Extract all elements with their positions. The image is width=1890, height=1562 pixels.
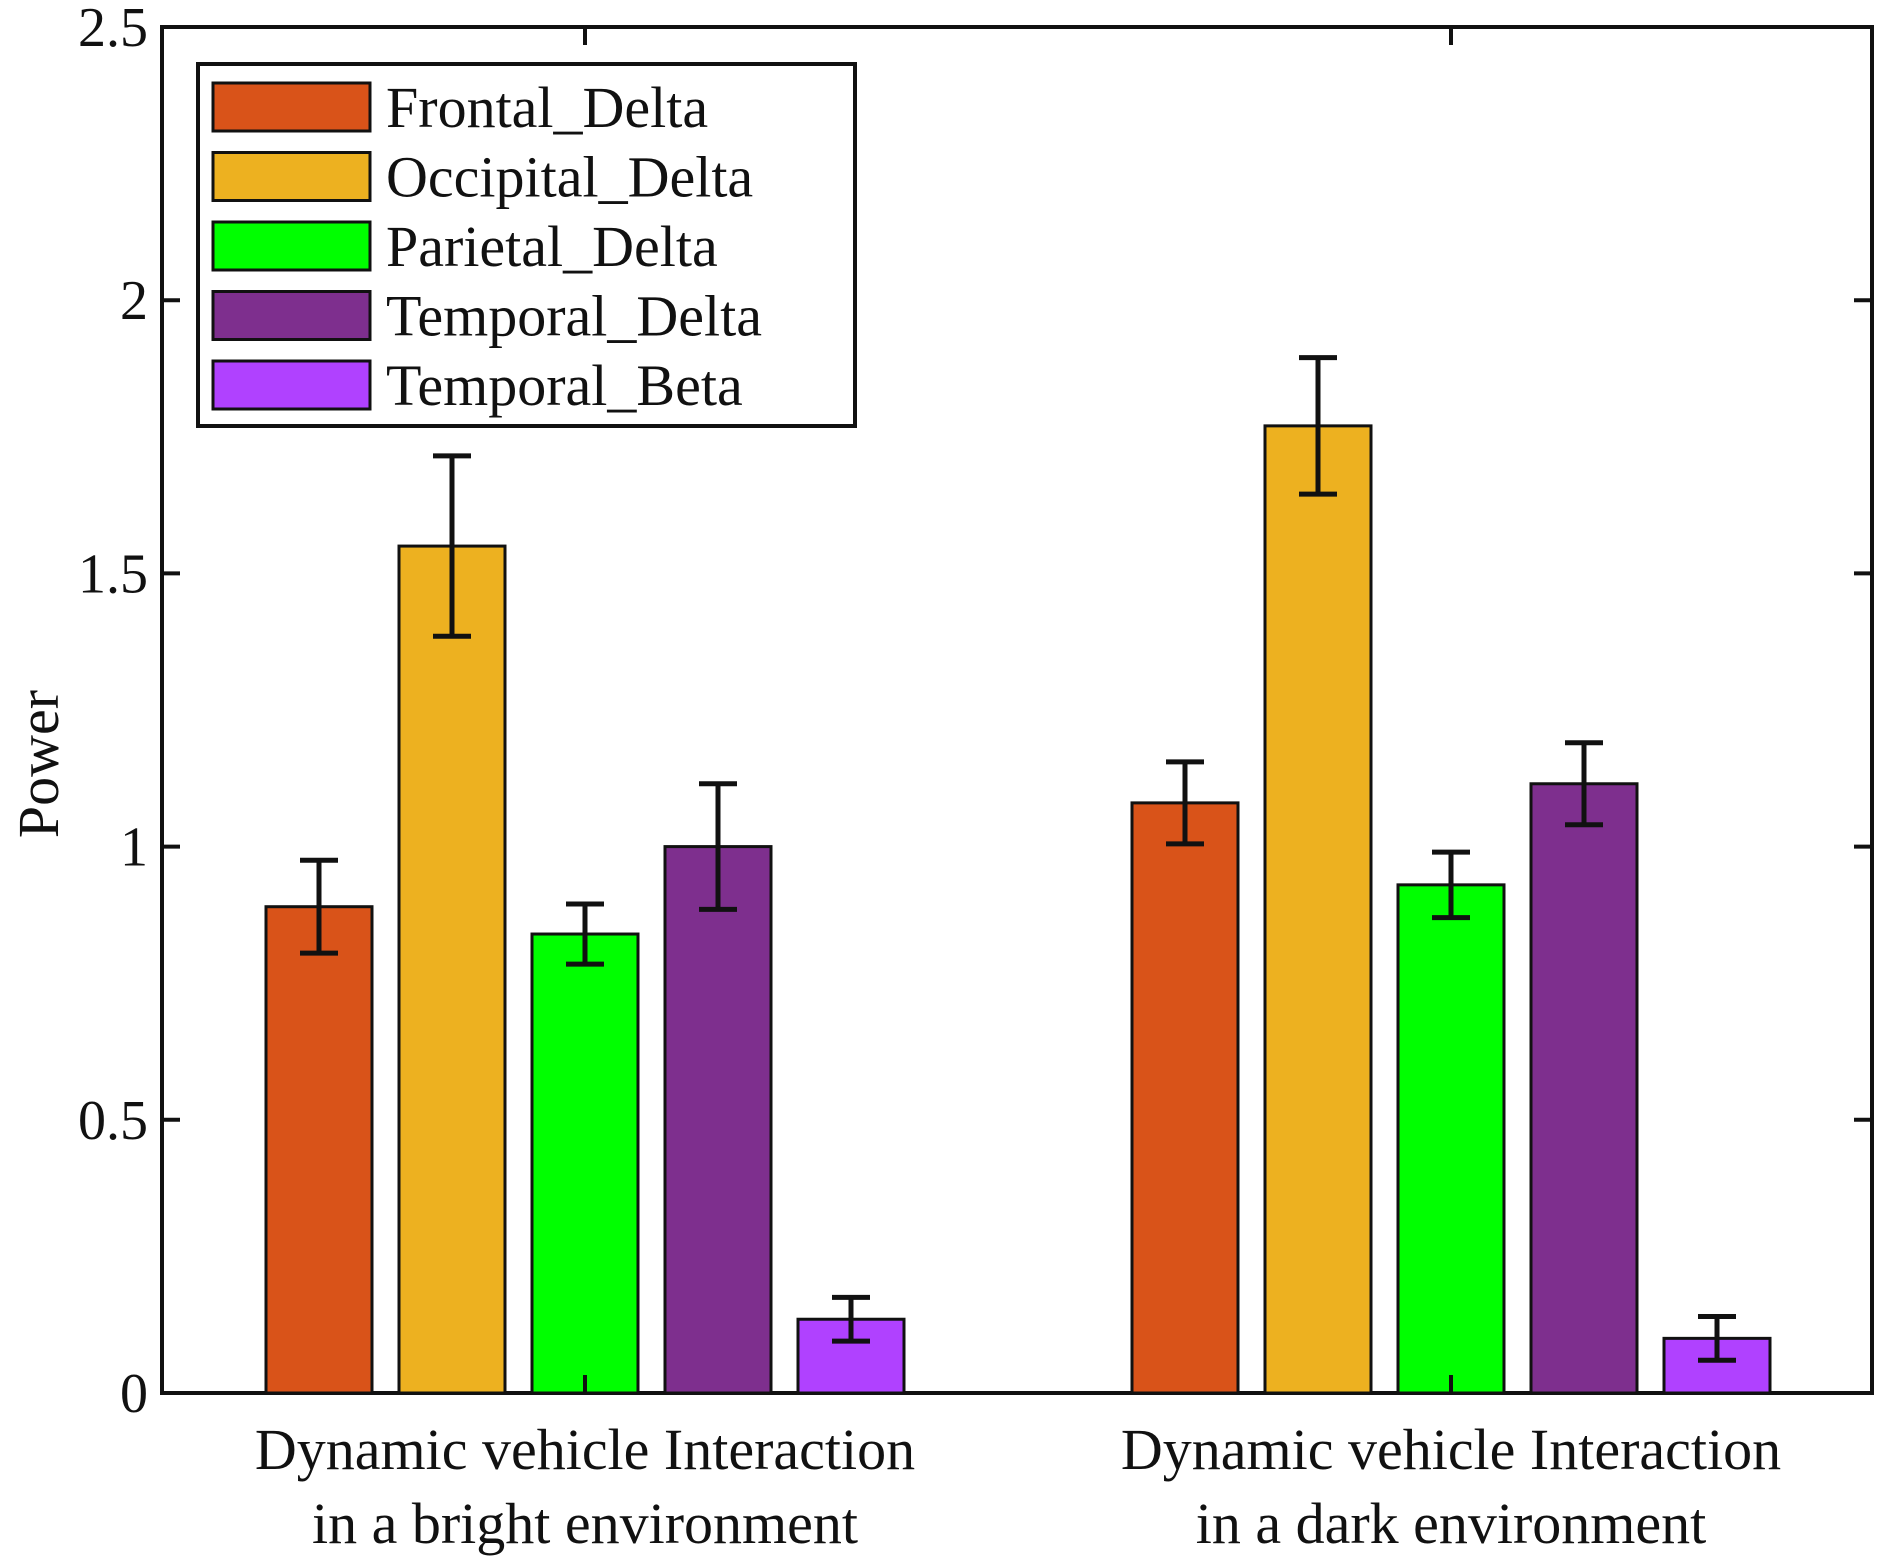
y-axis-label: Power: [6, 690, 71, 838]
bars-group: [264, 424, 1772, 1395]
plot-frame: [160, 25, 1874, 1395]
legend-swatch: [211, 81, 372, 133]
y-tick-label: 0.5: [78, 1090, 148, 1152]
y-tick-label: 1.5: [78, 543, 148, 605]
bar-parietal-delta: [1396, 883, 1506, 1395]
y-tick-label: 0: [120, 1363, 148, 1425]
y-tick-labels: 0 0.5 1 1.5 2 2.5: [78, 0, 148, 1425]
legend-label: Frontal_Delta: [386, 75, 708, 140]
y-tick-label: 1: [120, 817, 148, 879]
legend-label: Temporal_Beta: [386, 353, 743, 418]
error-bars-group: [300, 355, 1736, 1363]
category-labels: Dynamic vehicle Interaction in a bright e…: [255, 1417, 1781, 1556]
legend-swatch: [211, 151, 372, 202]
legend-label: Temporal_Delta: [386, 284, 762, 349]
legend-label: Parietal_Delta: [386, 214, 718, 279]
legend-swatch: [211, 359, 372, 411]
bar-occipital-delta: [1263, 424, 1373, 1395]
category-label-line: in a dark environment: [1196, 1491, 1707, 1556]
category-label-line: Dynamic vehicle Interaction: [255, 1417, 915, 1482]
y-tick-label: 2.5: [78, 0, 148, 59]
bar-occipital-delta: [397, 544, 507, 1395]
bar-temporal-delta: [663, 845, 773, 1395]
legend-swatch: [211, 290, 372, 341]
legend-label: Occipital_Delta: [386, 145, 753, 210]
bar-frontal-delta: [264, 905, 374, 1395]
legend: Frontal_DeltaOccipital_DeltaParietal_Del…: [196, 62, 857, 428]
bar-frontal-delta: [1130, 801, 1240, 1395]
bar-temporal-delta: [1529, 782, 1639, 1395]
ticks-group: [162, 25, 1872, 1395]
axes-frame: [160, 25, 1874, 1395]
category-label-line: in a bright environment: [312, 1491, 858, 1556]
legend-swatch: [211, 220, 372, 272]
bar-parietal-delta: [530, 932, 640, 1395]
category-label-line: Dynamic vehicle Interaction: [1121, 1417, 1781, 1482]
y-tick-label: 2: [120, 270, 148, 332]
